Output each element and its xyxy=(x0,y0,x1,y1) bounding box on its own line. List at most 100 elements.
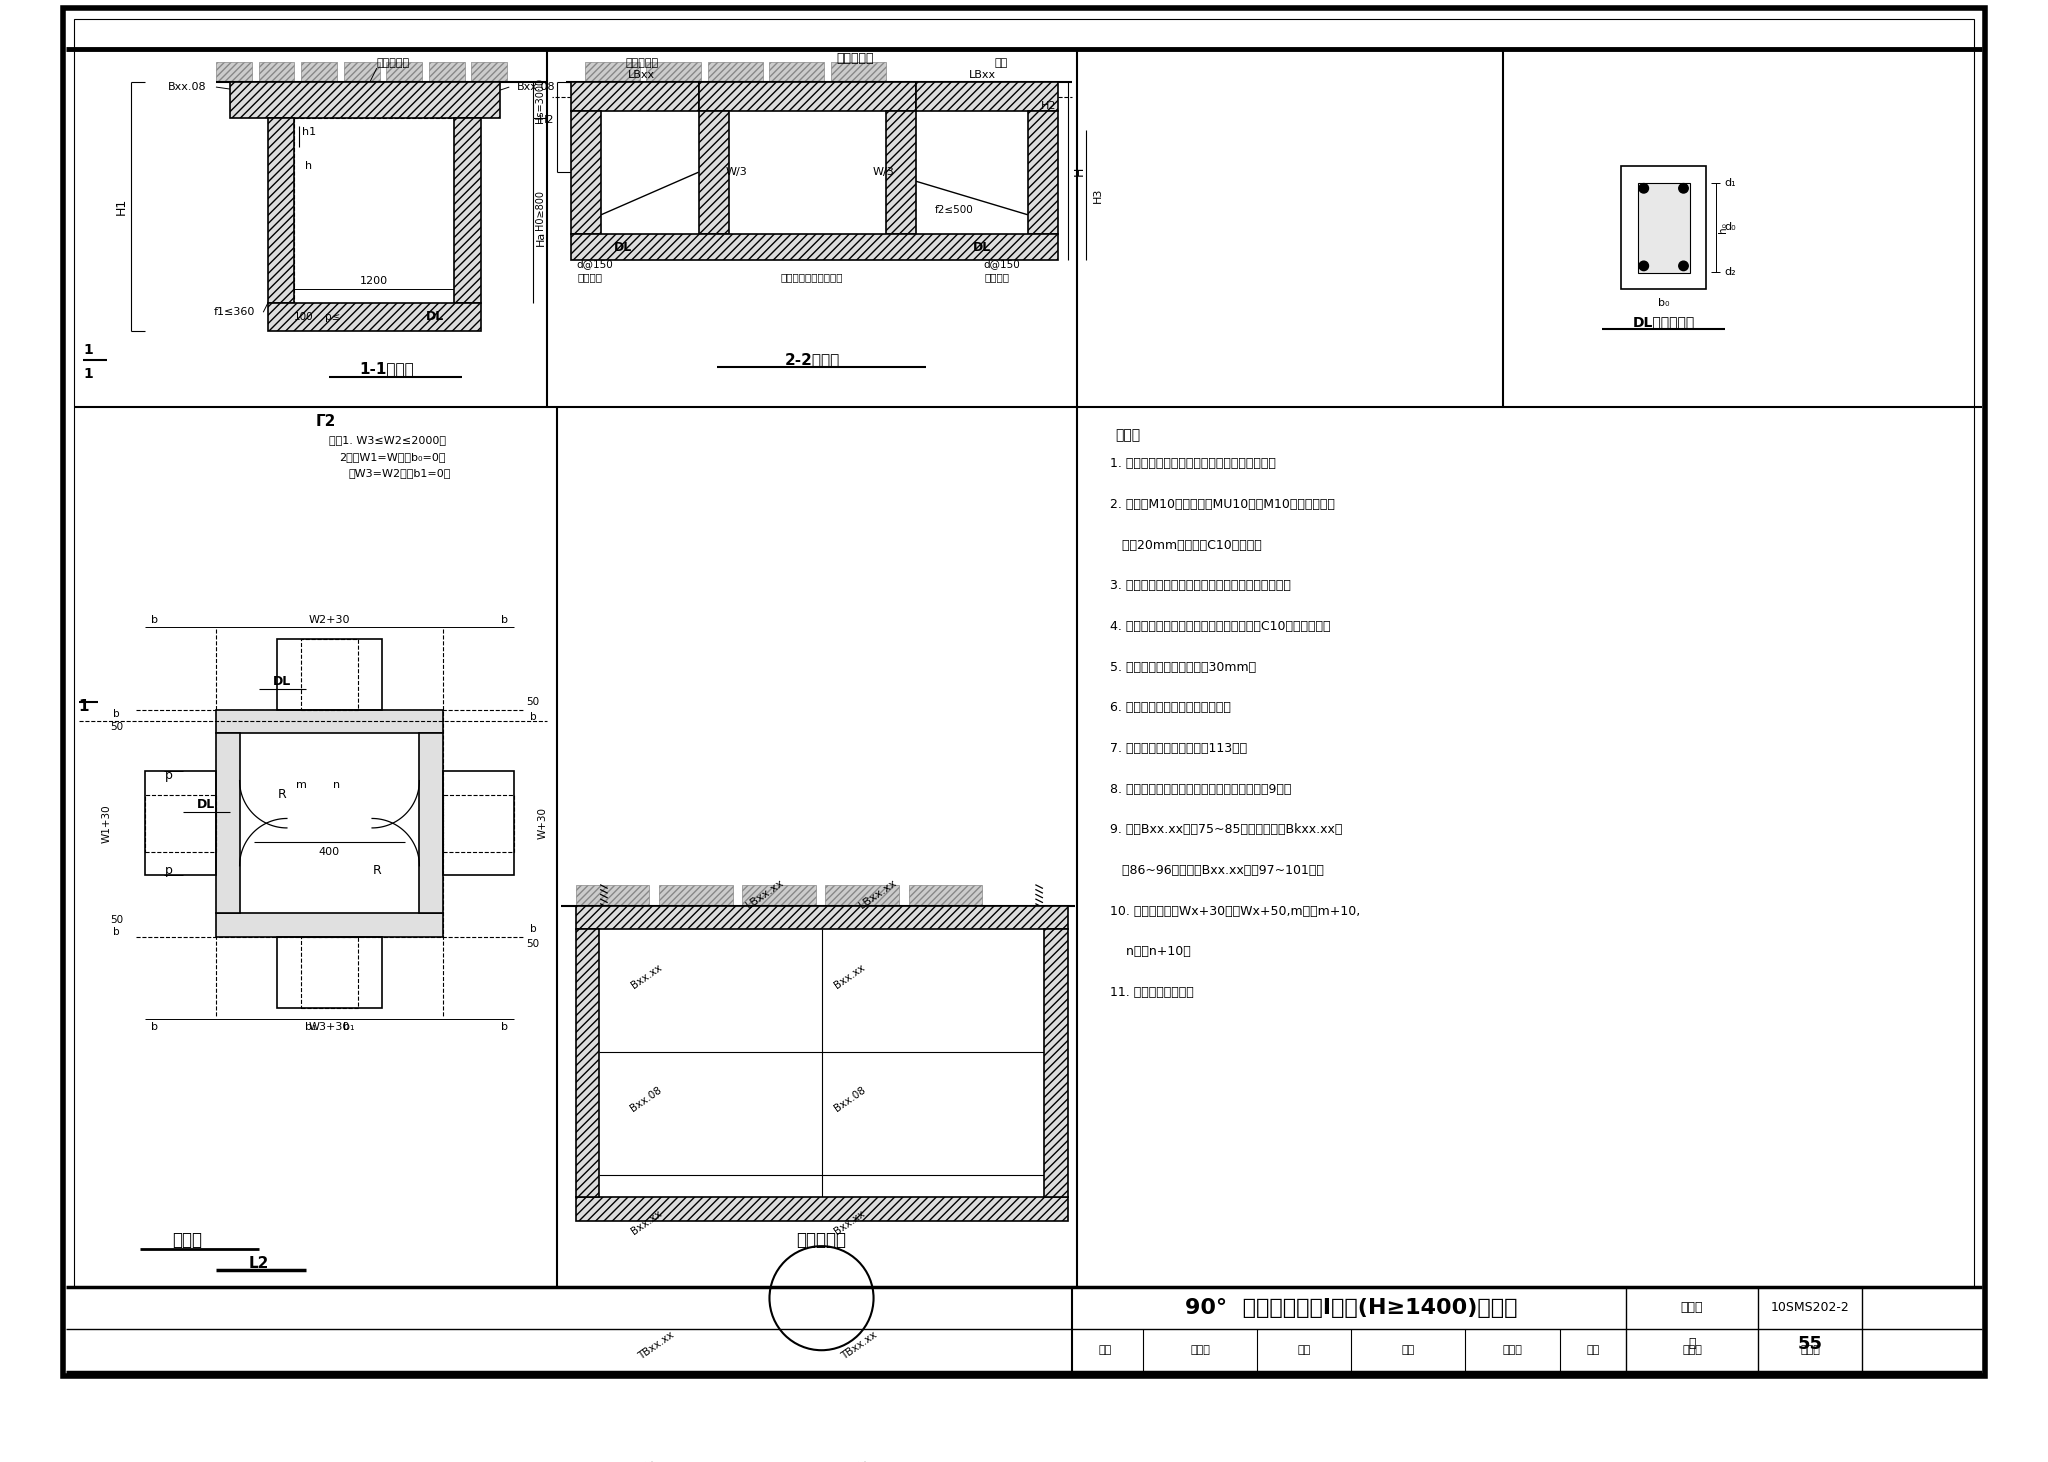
Bar xyxy=(268,303,481,332)
Text: TBxx.xx: TBxx.xx xyxy=(637,1329,676,1361)
Text: 井盖及支座: 井盖及支座 xyxy=(836,53,872,66)
Text: 9. 盖板Bxx.xx见第75~85页；人孔盖板Bkxx.xx见: 9. 盖板Bxx.xx见第75~85页；人孔盖板Bkxx.xx见 xyxy=(1110,823,1343,836)
Text: 1. 材料与尺寸除注明外，均与矩形管道断面同。: 1. 材料与尺寸除注明外，均与矩形管道断面同。 xyxy=(1110,458,1276,471)
Text: 90°  四通检查井（I型）(H≥1400)结构图: 90° 四通检查井（I型）(H≥1400)结构图 xyxy=(1186,1298,1518,1317)
Text: 混凝土盖板: 混凝土盖板 xyxy=(625,58,657,69)
Text: 3. 检查井底板配筋与同断面矩形管道底板配筋相同。: 3. 检查井底板配筋与同断面矩形管道底板配筋相同。 xyxy=(1110,579,1290,592)
Bar xyxy=(571,234,1059,260)
Bar xyxy=(741,885,815,905)
Bar xyxy=(770,61,825,82)
Bar xyxy=(659,885,733,905)
Text: 盖板平面图: 盖板平面图 xyxy=(797,1231,846,1249)
Text: R: R xyxy=(373,864,381,877)
Text: 冯树健: 冯树健 xyxy=(1800,1345,1821,1355)
Circle shape xyxy=(1679,184,1688,193)
Text: W/3: W/3 xyxy=(872,167,893,177)
Text: W3+30: W3+30 xyxy=(309,1022,350,1032)
Text: 55: 55 xyxy=(1798,1335,1823,1352)
Text: 1: 1 xyxy=(84,344,92,357)
Text: 1-1剖面图: 1-1剖面图 xyxy=(358,361,414,377)
Text: 2．当W1=W时，b₀=0。: 2．当W1=W时，b₀=0。 xyxy=(340,452,446,462)
Text: 说明：: 说明： xyxy=(1114,428,1141,442)
Text: b: b xyxy=(152,1022,158,1032)
Text: b: b xyxy=(113,927,121,937)
Text: DL配筋剖面图: DL配筋剖面图 xyxy=(1632,314,1696,329)
Text: W/3: W/3 xyxy=(725,167,748,177)
Text: b: b xyxy=(502,1022,508,1032)
Text: 1200: 1200 xyxy=(360,276,387,287)
Text: Bxx.08: Bxx.08 xyxy=(516,82,555,92)
Text: TBxx.xx: TBxx.xx xyxy=(840,1329,879,1361)
Bar xyxy=(215,734,240,914)
Text: p≤: p≤ xyxy=(326,311,340,322)
Text: LBxx.xx: LBxx.xx xyxy=(858,877,899,911)
Text: 7. 圆形管道穿墙做法参见第113页。: 7. 圆形管道穿墙做法参见第113页。 xyxy=(1110,741,1247,754)
Text: m: m xyxy=(295,781,307,791)
Bar xyxy=(1028,111,1059,234)
Bar xyxy=(276,937,381,1007)
Text: p: p xyxy=(164,864,172,877)
Text: b₁: b₁ xyxy=(305,1022,315,1032)
Text: h₀: h₀ xyxy=(1718,222,1729,232)
Circle shape xyxy=(1679,262,1688,270)
Text: L2: L2 xyxy=(248,1256,268,1270)
Text: DL: DL xyxy=(272,675,291,687)
Text: 页: 页 xyxy=(1688,1338,1696,1349)
Text: 1: 1 xyxy=(78,699,88,715)
Text: Bxx.08: Bxx.08 xyxy=(168,82,207,92)
Bar xyxy=(698,111,729,234)
Text: 平面图: 平面图 xyxy=(172,1231,203,1249)
Text: b: b xyxy=(530,712,537,722)
Text: 抹面20mm厚；或用C10混凝土。: 抹面20mm厚；或用C10混凝土。 xyxy=(1110,538,1262,551)
Text: H0≥800: H0≥800 xyxy=(535,190,545,230)
Text: W1+30: W1+30 xyxy=(102,804,113,842)
Text: Ha: Ha xyxy=(535,231,545,246)
Bar xyxy=(442,795,514,851)
Text: Bxx.xx: Bxx.xx xyxy=(629,1209,664,1237)
Bar xyxy=(428,61,465,82)
Text: 双层双向: 双层双向 xyxy=(578,272,602,282)
Text: 冯树健: 冯树健 xyxy=(1681,1345,1702,1355)
Text: d₁: d₁ xyxy=(1724,177,1735,187)
Circle shape xyxy=(1638,184,1649,193)
Bar xyxy=(647,61,700,82)
Text: 1: 1 xyxy=(84,367,92,380)
Text: 400: 400 xyxy=(319,846,340,857)
Text: 图集号: 图集号 xyxy=(1681,1301,1704,1314)
Text: f1≤360: f1≤360 xyxy=(215,307,256,317)
Bar xyxy=(571,111,600,234)
Bar xyxy=(215,709,442,734)
Text: Bxx.xx: Bxx.xx xyxy=(618,1459,655,1462)
Text: H2: H2 xyxy=(1040,101,1057,111)
Text: b: b xyxy=(113,709,121,719)
Bar xyxy=(575,905,1067,930)
Text: 审核: 审核 xyxy=(1098,1345,1112,1355)
Text: 第86~96页；桨板Bxx.xx见第97~101页。: 第86~96页；桨板Bxx.xx见第97~101页。 xyxy=(1110,864,1323,877)
Text: d@150: d@150 xyxy=(575,259,612,269)
Text: 2. 流槽用M10水泥砂浆砌MU10砖，M10防水水泥砂浆: 2. 流槽用M10水泥砂浆砌MU10砖，M10防水水泥砂浆 xyxy=(1110,499,1335,510)
Bar xyxy=(301,937,358,1007)
Text: Hs=3000: Hs=3000 xyxy=(535,77,545,123)
Text: H1: H1 xyxy=(115,197,127,215)
Text: n改为n+10。: n改为n+10。 xyxy=(1110,946,1190,959)
Bar xyxy=(301,639,358,709)
Bar xyxy=(215,61,252,82)
Bar xyxy=(571,82,698,111)
Text: H: H xyxy=(1073,167,1085,175)
Text: b: b xyxy=(152,614,158,624)
Text: LBxx.xx: LBxx.xx xyxy=(743,877,786,911)
Bar xyxy=(887,111,915,234)
Text: 王长祥: 王长祥 xyxy=(1190,1345,1210,1355)
Text: 双层双向: 双层双向 xyxy=(983,272,1010,282)
Text: 5. 接入支管在井室内应伸出30mm。: 5. 接入支管在井室内应伸出30mm。 xyxy=(1110,661,1255,674)
Text: 50: 50 xyxy=(111,915,123,924)
Text: 50: 50 xyxy=(526,939,539,949)
Text: d₂: d₂ xyxy=(1724,266,1735,276)
Text: 2-2剖面图: 2-2剖面图 xyxy=(784,352,840,367)
Bar xyxy=(442,770,514,876)
Text: 11. 其他详见总说明。: 11. 其他详见总说明。 xyxy=(1110,985,1194,999)
Bar xyxy=(145,795,215,851)
Text: Bxx.08: Bxx.08 xyxy=(831,1085,868,1114)
Bar xyxy=(586,61,639,82)
Bar xyxy=(387,61,422,82)
